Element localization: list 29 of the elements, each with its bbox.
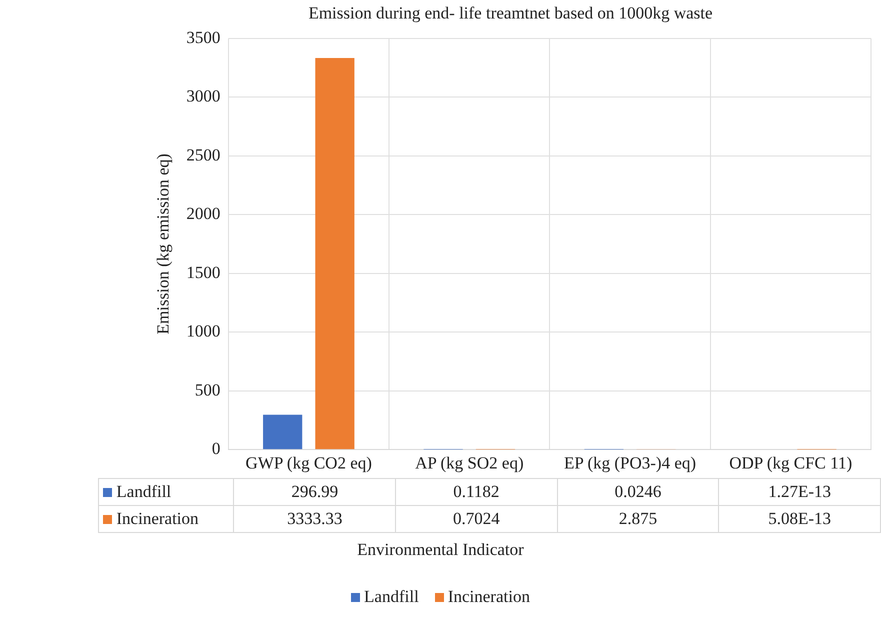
y-axis-title: Emission (kg emission eq) xyxy=(154,154,173,334)
data-label: 5.08E-13 xyxy=(718,506,880,532)
text: Landfill xyxy=(364,587,419,606)
y-tick-label: 1500 xyxy=(186,262,220,282)
data-label: 1.27E-13 xyxy=(718,478,880,506)
data-label: 296.99 xyxy=(234,478,396,506)
y-tick-label: 2500 xyxy=(186,145,220,164)
data-label: 0.1182 xyxy=(396,478,558,506)
y-tick-label: 2000 xyxy=(186,204,220,224)
x-tick-label: EP (kg (PO3-)4 eq) xyxy=(564,453,696,472)
text: Incineration xyxy=(448,587,530,606)
data-label: 2.875 xyxy=(557,506,719,532)
y-tick-label: 1000 xyxy=(186,322,220,341)
chart-title: Emission during end- life treamtnet based on 1000kg waste xyxy=(308,4,713,23)
data-label: 3333.33 xyxy=(234,506,396,532)
bar xyxy=(263,414,302,450)
y-tick-label: 3500 xyxy=(186,28,220,47)
x-tick-label: ODP (kg CFC 11) xyxy=(729,453,852,472)
y-tick-label: 0 xyxy=(212,439,220,458)
bar xyxy=(315,58,354,450)
data-label: 0.7024 xyxy=(396,506,558,532)
data-label: 0.0246 xyxy=(557,478,719,506)
x-axis-title: Environmental Indicator xyxy=(356,540,525,560)
x-tick-label: AP (kg SO2 eq) xyxy=(415,453,524,472)
x-tick-label: GWP (kg CO2 eq) xyxy=(246,453,372,472)
legend-label: Landfill xyxy=(98,478,234,506)
legend-label: Incineration xyxy=(98,506,234,532)
y-tick-label: 3000 xyxy=(186,86,220,106)
y-tick-label: 500 xyxy=(194,380,220,400)
